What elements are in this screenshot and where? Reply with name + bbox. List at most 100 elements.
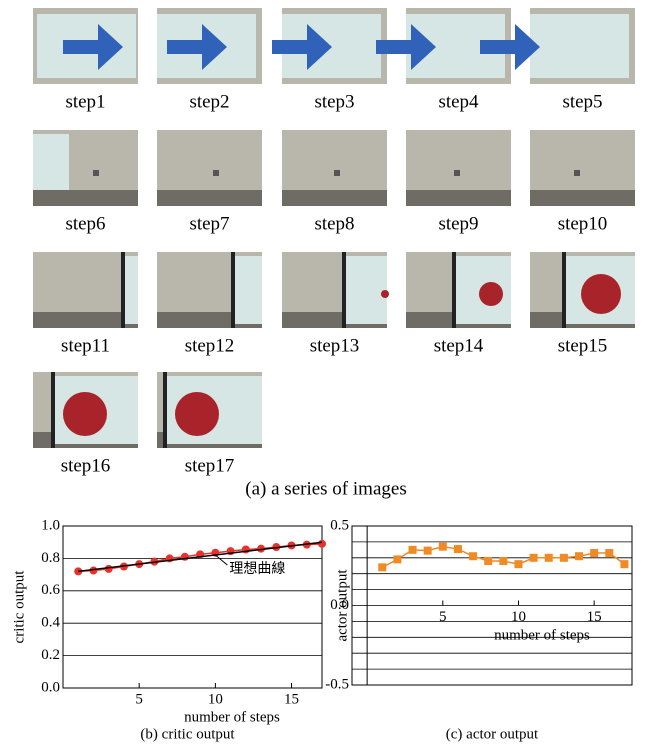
red-dot bbox=[479, 282, 503, 306]
x-tick-label: 15 bbox=[587, 609, 602, 625]
point bbox=[105, 565, 113, 573]
y-axis-label: actor output bbox=[334, 569, 350, 642]
x-axis-label: number of steps bbox=[494, 627, 590, 643]
x-tick-label: 5 bbox=[439, 609, 447, 625]
y-axis-label: critic output bbox=[11, 570, 27, 644]
point bbox=[378, 563, 386, 571]
y-tick-label: 1.0 bbox=[41, 517, 60, 533]
step-image bbox=[530, 130, 635, 206]
step-image bbox=[33, 252, 138, 328]
step-image bbox=[282, 252, 389, 328]
plot-frame bbox=[63, 526, 322, 688]
panel-edge bbox=[163, 372, 167, 448]
panel-edge bbox=[342, 252, 346, 328]
panel-edge bbox=[51, 372, 55, 448]
x-tick-label: 10 bbox=[208, 691, 223, 707]
point bbox=[590, 549, 598, 557]
panel-edge bbox=[562, 252, 566, 328]
point bbox=[484, 557, 492, 565]
red-dot bbox=[581, 274, 621, 314]
step-image bbox=[33, 130, 138, 206]
floor bbox=[282, 190, 387, 206]
point bbox=[393, 555, 401, 563]
y-tick-label: 0.4 bbox=[41, 615, 60, 631]
floor bbox=[33, 190, 138, 206]
panel-edge bbox=[121, 252, 125, 328]
point bbox=[499, 557, 507, 565]
step-label: step7 bbox=[189, 213, 229, 234]
step-image bbox=[33, 372, 138, 448]
step-label: step3 bbox=[314, 91, 354, 112]
x-tick-label: 5 bbox=[135, 691, 143, 707]
y-tick-label: 0.5 bbox=[330, 517, 349, 533]
point bbox=[575, 552, 583, 560]
step-label: step6 bbox=[65, 213, 105, 234]
step-label: step1 bbox=[65, 91, 105, 112]
step-label: step10 bbox=[558, 213, 608, 234]
mark bbox=[93, 170, 99, 176]
point bbox=[424, 547, 432, 555]
caption-a: (a) a series of images bbox=[245, 478, 406, 499]
step-label: step13 bbox=[310, 335, 360, 356]
step-label: step11 bbox=[61, 335, 110, 356]
step-image bbox=[33, 8, 138, 84]
red-dot bbox=[63, 392, 107, 436]
floor bbox=[406, 190, 511, 206]
step-image bbox=[272, 8, 387, 84]
step-image bbox=[157, 8, 262, 84]
point bbox=[439, 543, 447, 551]
mark bbox=[334, 170, 340, 176]
point bbox=[530, 554, 538, 562]
mark bbox=[574, 170, 580, 176]
step-image bbox=[406, 130, 511, 206]
y-tick-label: 0.6 bbox=[41, 582, 60, 598]
step-label: step5 bbox=[562, 91, 602, 112]
point bbox=[605, 549, 613, 557]
step-image bbox=[282, 130, 387, 206]
step-label: step9 bbox=[438, 213, 478, 234]
step-label: step2 bbox=[189, 91, 229, 112]
chart-caption: (b) critic output bbox=[140, 726, 235, 742]
figure: (a) a series of images step1 step2 step3 st… bbox=[0, 0, 653, 744]
mark bbox=[454, 170, 460, 176]
step-label: step4 bbox=[438, 91, 479, 112]
y-tick-label: 0.0 bbox=[41, 679, 60, 695]
panel bbox=[530, 14, 629, 78]
step-image bbox=[157, 252, 262, 328]
step-image bbox=[530, 252, 635, 328]
annotation-leader bbox=[215, 555, 227, 565]
step-label: step8 bbox=[314, 213, 354, 234]
mark bbox=[213, 170, 219, 176]
step-label: step15 bbox=[558, 335, 608, 356]
point bbox=[318, 540, 326, 548]
panel bbox=[346, 256, 387, 324]
point bbox=[409, 546, 417, 554]
panel-edge bbox=[231, 252, 235, 328]
step-image bbox=[406, 252, 511, 328]
panel bbox=[125, 256, 138, 324]
step-label: step17 bbox=[185, 455, 235, 476]
panel bbox=[235, 256, 262, 324]
x-axis-label: number of steps bbox=[184, 709, 280, 725]
figure-canvas: (a) a series of images step1 step2 step3 st… bbox=[0, 0, 653, 744]
red-dot bbox=[381, 290, 389, 298]
point bbox=[620, 560, 628, 568]
step-image bbox=[157, 372, 262, 448]
point bbox=[514, 560, 522, 568]
floor bbox=[530, 190, 635, 206]
series-line bbox=[78, 542, 322, 571]
point bbox=[560, 554, 568, 562]
step-label: step16 bbox=[61, 455, 111, 476]
step-label: step12 bbox=[185, 335, 235, 356]
annotation: 理想曲線 bbox=[229, 561, 285, 577]
step-label: step14 bbox=[434, 335, 484, 356]
step-image bbox=[157, 130, 262, 206]
chart-caption: (c) actor output bbox=[446, 726, 539, 742]
x-tick-label: 15 bbox=[284, 691, 299, 707]
x-tick-label: 10 bbox=[511, 609, 526, 625]
y-tick-label: -0.5 bbox=[325, 676, 349, 692]
point bbox=[545, 554, 553, 562]
floor bbox=[157, 190, 262, 206]
y-tick-label: 0.8 bbox=[41, 550, 60, 566]
red-dot bbox=[175, 392, 219, 436]
